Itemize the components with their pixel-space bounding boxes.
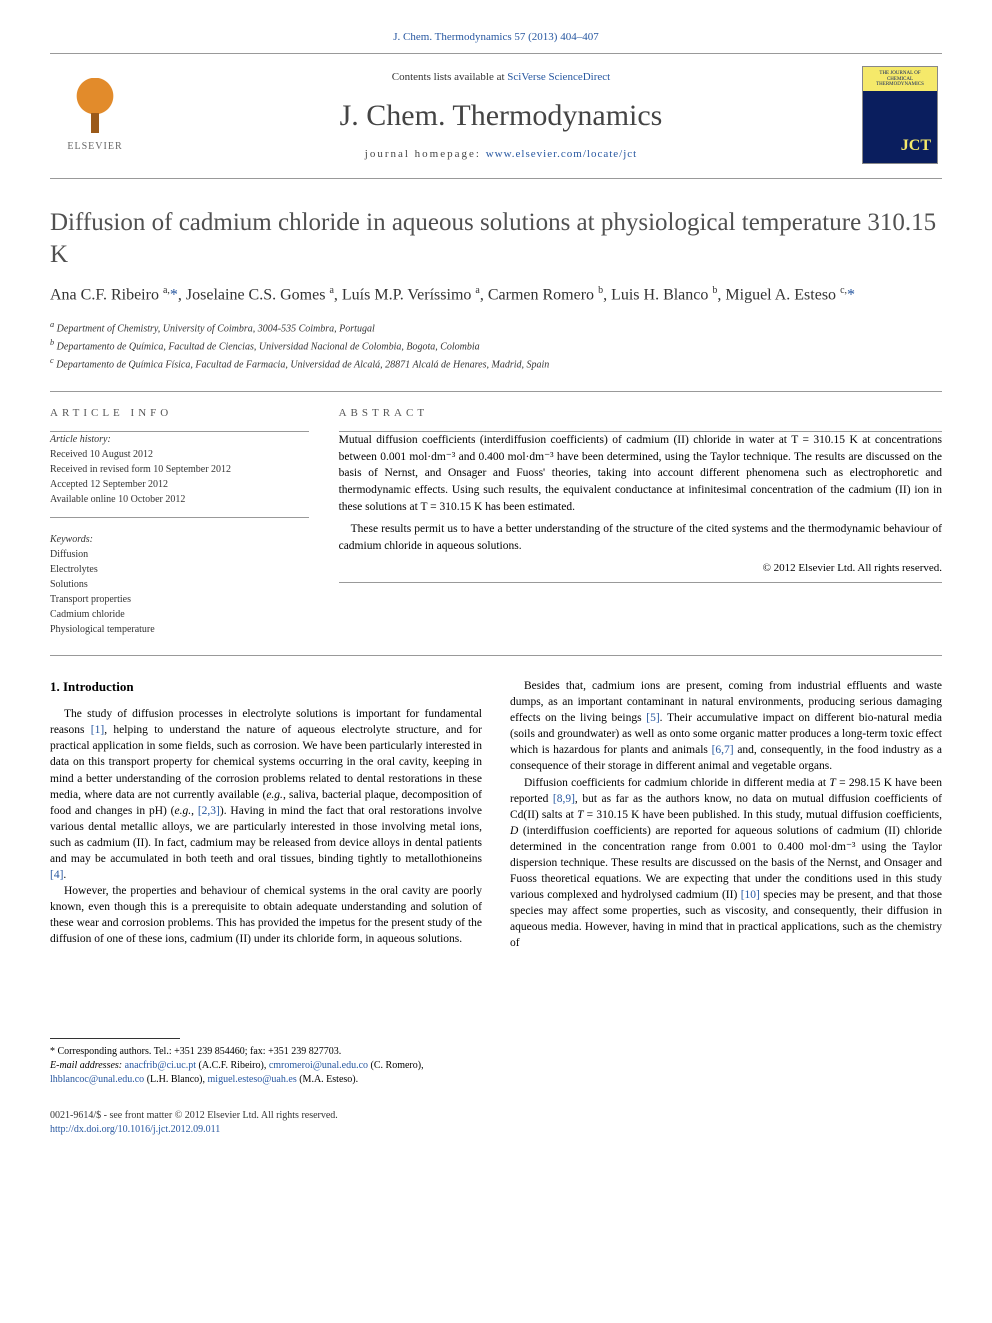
keywords-block: Keywords: Diffusion Electrolytes Solutio… (50, 532, 309, 637)
author-list: Ana C.F. Ribeiro a,*, Joselaine C.S. Gom… (50, 284, 942, 307)
homepage-link[interactable]: www.elsevier.com/locate/jct (486, 148, 638, 160)
body-paragraph: However, the properties and behaviour of… (50, 883, 482, 947)
abstract-copyright: © 2012 Elsevier Ltd. All rights reserved… (339, 561, 942, 576)
history-item: Received in revised form 10 September 20… (50, 462, 309, 477)
corresponding-author-note: * Corresponding authors. Tel.: +351 239 … (50, 1045, 482, 1059)
affiliations: a Department of Chemistry, University of… (50, 319, 942, 373)
article-history: Article history: Received 10 August 2012… (50, 432, 309, 507)
history-label: Article history: (50, 432, 309, 447)
history-item: Accepted 12 September 2012 (50, 477, 309, 492)
cover-thumb-icon (862, 66, 938, 164)
article-info-column: ARTICLE INFO Article history: Received 1… (50, 392, 309, 637)
homepage-prefix: journal homepage: (365, 148, 486, 160)
keyword: Solutions (50, 577, 309, 592)
info-abstract-row: ARTICLE INFO Article history: Received 1… (50, 392, 942, 637)
abstract-label: ABSTRACT (339, 406, 942, 421)
abstract-column: ABSTRACT Mutual diffusion coefficients (… (339, 392, 942, 637)
masthead: ELSEVIER Contents lists available at Sci… (50, 53, 942, 179)
top-citation: J. Chem. Thermodynamics 57 (2013) 404–40… (50, 30, 942, 45)
affiliation: c Departamento de Química Física, Facult… (50, 355, 942, 372)
keyword: Physiological temperature (50, 622, 309, 637)
publisher-logo-block: ELSEVIER (50, 78, 140, 154)
footnotes: * Corresponding authors. Tel.: +351 239 … (50, 1045, 482, 1087)
journal-cover-thumb (862, 66, 942, 166)
abstract-paragraph: These results permit us to have a better… (339, 521, 942, 554)
history-item: Received 10 August 2012 (50, 447, 309, 462)
sciencedirect-link[interactable]: SciVerse ScienceDirect (507, 71, 610, 83)
keyword: Diffusion (50, 547, 309, 562)
divider (50, 517, 309, 518)
homepage-line: journal homepage: www.elsevier.com/locat… (140, 147, 862, 162)
email-label: E-mail addresses: (50, 1060, 122, 1071)
body-paragraph: Besides that, cadmium ions are present, … (510, 678, 942, 775)
email-addresses: E-mail addresses: anacfrib@ci.uc.pt (A.C… (50, 1059, 482, 1087)
body-two-column: 1. Introduction The study of diffusion p… (50, 678, 942, 1087)
footnote-separator (50, 1038, 180, 1039)
divider (339, 582, 942, 583)
section-heading: 1. Introduction (50, 678, 482, 696)
body-paragraph: The study of diffusion processes in elec… (50, 706, 482, 883)
contents-line: Contents lists available at SciVerse Sci… (140, 70, 862, 85)
keyword: Electrolytes (50, 562, 309, 577)
keyword: Cadmium chloride (50, 607, 309, 622)
contents-prefix: Contents lists available at (392, 71, 507, 83)
issn-line: 0021-9614/$ - see front matter © 2012 El… (50, 1109, 942, 1123)
affiliation: a Department of Chemistry, University of… (50, 319, 942, 336)
doi-link[interactable]: http://dx.doi.org/10.1016/j.jct.2012.09.… (50, 1124, 220, 1135)
history-item: Available online 10 October 2012 (50, 492, 309, 507)
keywords-label: Keywords: (50, 532, 309, 547)
abstract-text: Mutual diffusion coefficients (interdiff… (339, 432, 942, 555)
bottom-matter: 0021-9614/$ - see front matter © 2012 El… (50, 1109, 942, 1137)
journal-title: J. Chem. Thermodynamics (140, 95, 862, 137)
article-info-label: ARTICLE INFO (50, 406, 309, 421)
masthead-center: Contents lists available at SciVerse Sci… (140, 70, 862, 163)
body-paragraph: Diffusion coefficients for cadmium chlor… (510, 775, 942, 952)
affiliation: b Departamento de Química, Facultad de C… (50, 337, 942, 354)
article-title: Diffusion of cadmium chloride in aqueous… (50, 207, 942, 270)
keyword: Transport properties (50, 592, 309, 607)
publisher-label: ELSEVIER (67, 140, 122, 154)
elsevier-tree-icon (65, 78, 125, 138)
abstract-paragraph: Mutual diffusion coefficients (interdiff… (339, 432, 942, 515)
divider (50, 655, 942, 656)
